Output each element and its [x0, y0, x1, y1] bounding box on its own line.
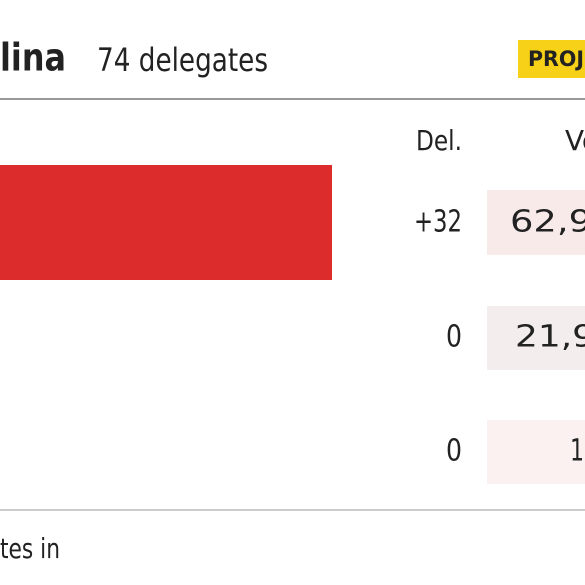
candidate-bar — [0, 165, 332, 280]
vote-cell — [487, 190, 585, 255]
delegates-won: 0 — [446, 320, 462, 355]
column-header: Vo — [565, 124, 585, 157]
vote-count: 62,9 — [510, 205, 585, 240]
reporting-note: tes in — [0, 532, 60, 565]
vote-cell — [487, 420, 585, 484]
state-title: lina — [0, 36, 66, 80]
column-header: Del. — [416, 124, 462, 157]
delegates-won: +32 — [414, 205, 462, 240]
projected-label: PROJE — [528, 47, 585, 71]
projected-badge — [518, 40, 585, 78]
vote-cell — [487, 306, 585, 370]
vote-count: 21,9 — [515, 320, 585, 355]
vote-count: 1 — [570, 434, 584, 469]
delegates-won: 0 — [446, 434, 462, 469]
delegate-count: 74 delegates — [97, 41, 268, 79]
